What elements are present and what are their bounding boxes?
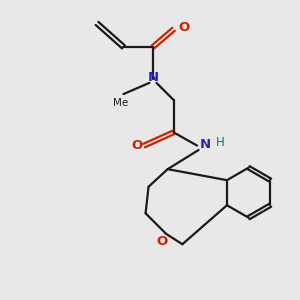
Text: N: N (147, 71, 158, 84)
Text: H: H (216, 136, 225, 148)
Text: N: N (200, 138, 211, 151)
Text: O: O (131, 139, 142, 152)
Text: O: O (179, 21, 190, 34)
Text: O: O (156, 235, 167, 248)
Text: Me: Me (113, 98, 128, 109)
